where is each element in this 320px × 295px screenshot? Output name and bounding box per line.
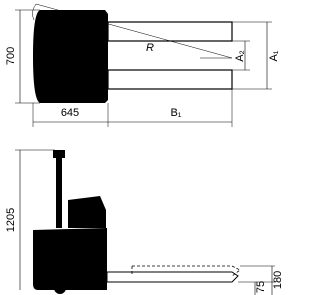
radius-label: R (146, 42, 154, 54)
dimension-label: 75 (255, 281, 267, 293)
truck-body (33, 228, 107, 290)
tiller (56, 158, 62, 228)
fork (108, 22, 232, 41)
dimension-label: B₁ (170, 107, 181, 119)
radius-arc (32, 4, 36, 20)
handle (53, 150, 65, 158)
top-view: R 700 645 B₁ A₂ A₁ (5, 4, 280, 127)
dimension-label: A₂ (234, 50, 246, 62)
dimension-label: 645 (61, 107, 79, 119)
dimension-label: A₁ (268, 50, 280, 61)
cover (68, 196, 106, 228)
dimension-label: 1205 (5, 208, 17, 232)
side-view: 1205 75 180 (5, 150, 282, 295)
wheel (54, 282, 66, 294)
dimension-label: 180 (272, 271, 282, 289)
fork (107, 272, 238, 282)
diagram: R 700 645 B₁ A₂ A₁ 1205 (0, 0, 282, 295)
fork (108, 70, 232, 89)
truck-body (33, 10, 108, 103)
dimension-label: 700 (5, 47, 17, 65)
